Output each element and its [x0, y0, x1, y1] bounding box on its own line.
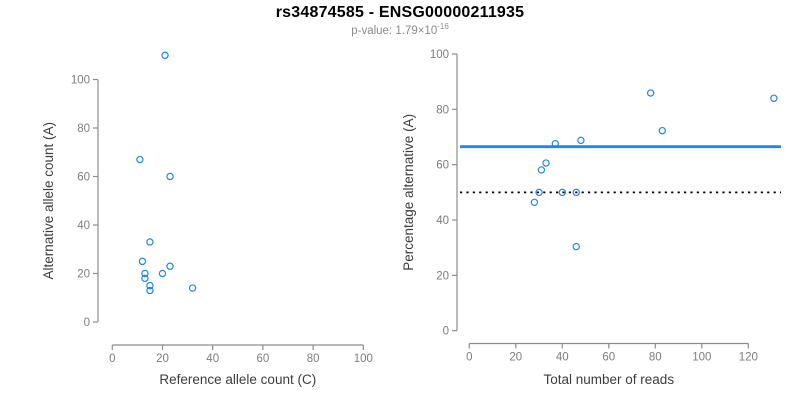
data-point: [146, 286, 154, 295]
panel-left: [93, 50, 393, 350]
data-point: [141, 269, 149, 278]
figure-header: rs34874585 - ENSG00000211935 p-value: 1.…: [0, 4, 800, 37]
data-point: [770, 94, 778, 102]
x-tick-label: 0: [109, 353, 115, 365]
data-point: [646, 89, 655, 97]
pvalue-text: p-value: 1.79×10: [351, 25, 438, 37]
data-point: [572, 242, 580, 251]
x-axis-title: Reference allele count (C): [159, 372, 316, 387]
y-axis-title: Alternative allele count (A): [41, 122, 56, 280]
x-tick-label: 20: [156, 353, 169, 365]
y-tick-label: 40: [77, 220, 90, 232]
plot-subtitle: p-value: 1.79×10-16: [0, 22, 800, 37]
x-tick-label: 60: [257, 353, 270, 365]
y-tick-label: 100: [430, 49, 449, 61]
x-tick-label: 40: [556, 352, 569, 364]
data-point: [577, 136, 585, 145]
data-point: [161, 51, 169, 59]
x-axis-title: Total number of reads: [544, 372, 675, 387]
identity-line: [112, 50, 393, 322]
data-point: [141, 274, 149, 283]
y-tick-label: 60: [77, 172, 90, 184]
pvalue-exponent: -16: [437, 22, 449, 32]
data-point: [136, 155, 144, 164]
data-point: [658, 126, 666, 135]
x-tick-label: 40: [206, 353, 219, 365]
y-axis-title: Percentage alternative (A): [401, 114, 416, 271]
data-point: [166, 172, 174, 181]
x-tick-label: 60: [602, 352, 615, 364]
y-tick-label: 100: [71, 75, 90, 87]
plot-title: rs34874585 - ENSG00000211935: [275, 4, 525, 21]
data-point: [166, 262, 174, 270]
data-point: [146, 238, 154, 246]
y-tick-label: 0: [84, 317, 90, 329]
x-tick-label: 100: [354, 353, 373, 365]
data-point: [188, 284, 197, 292]
x-tick-label: 120: [739, 352, 758, 364]
x-tick-label: 80: [649, 352, 662, 364]
data-point: [158, 269, 167, 278]
data-point: [558, 188, 567, 197]
y-tick-label: 60: [436, 160, 449, 172]
data-point: [537, 166, 546, 174]
x-tick-label: 0: [466, 352, 472, 364]
y-tick-label: 20: [436, 270, 449, 282]
x-tick-label: 100: [692, 352, 711, 364]
data-point: [146, 281, 154, 290]
y-tick-label: 20: [77, 269, 90, 281]
x-tick-label: 20: [509, 352, 522, 364]
data-point: [530, 198, 539, 207]
panel-right: [452, 53, 781, 349]
data-point: [535, 188, 543, 197]
data-point: [542, 159, 550, 167]
data-point: [138, 257, 147, 266]
y-tick-label: 40: [436, 215, 449, 227]
data-point: [551, 139, 560, 148]
fit-line: [112, 50, 253, 322]
x-tick-label: 80: [307, 353, 320, 365]
data-point: [572, 188, 580, 197]
y-tick-label: 0: [443, 326, 449, 338]
y-tick-label: 80: [436, 104, 449, 116]
y-tick-label: 80: [77, 123, 90, 135]
